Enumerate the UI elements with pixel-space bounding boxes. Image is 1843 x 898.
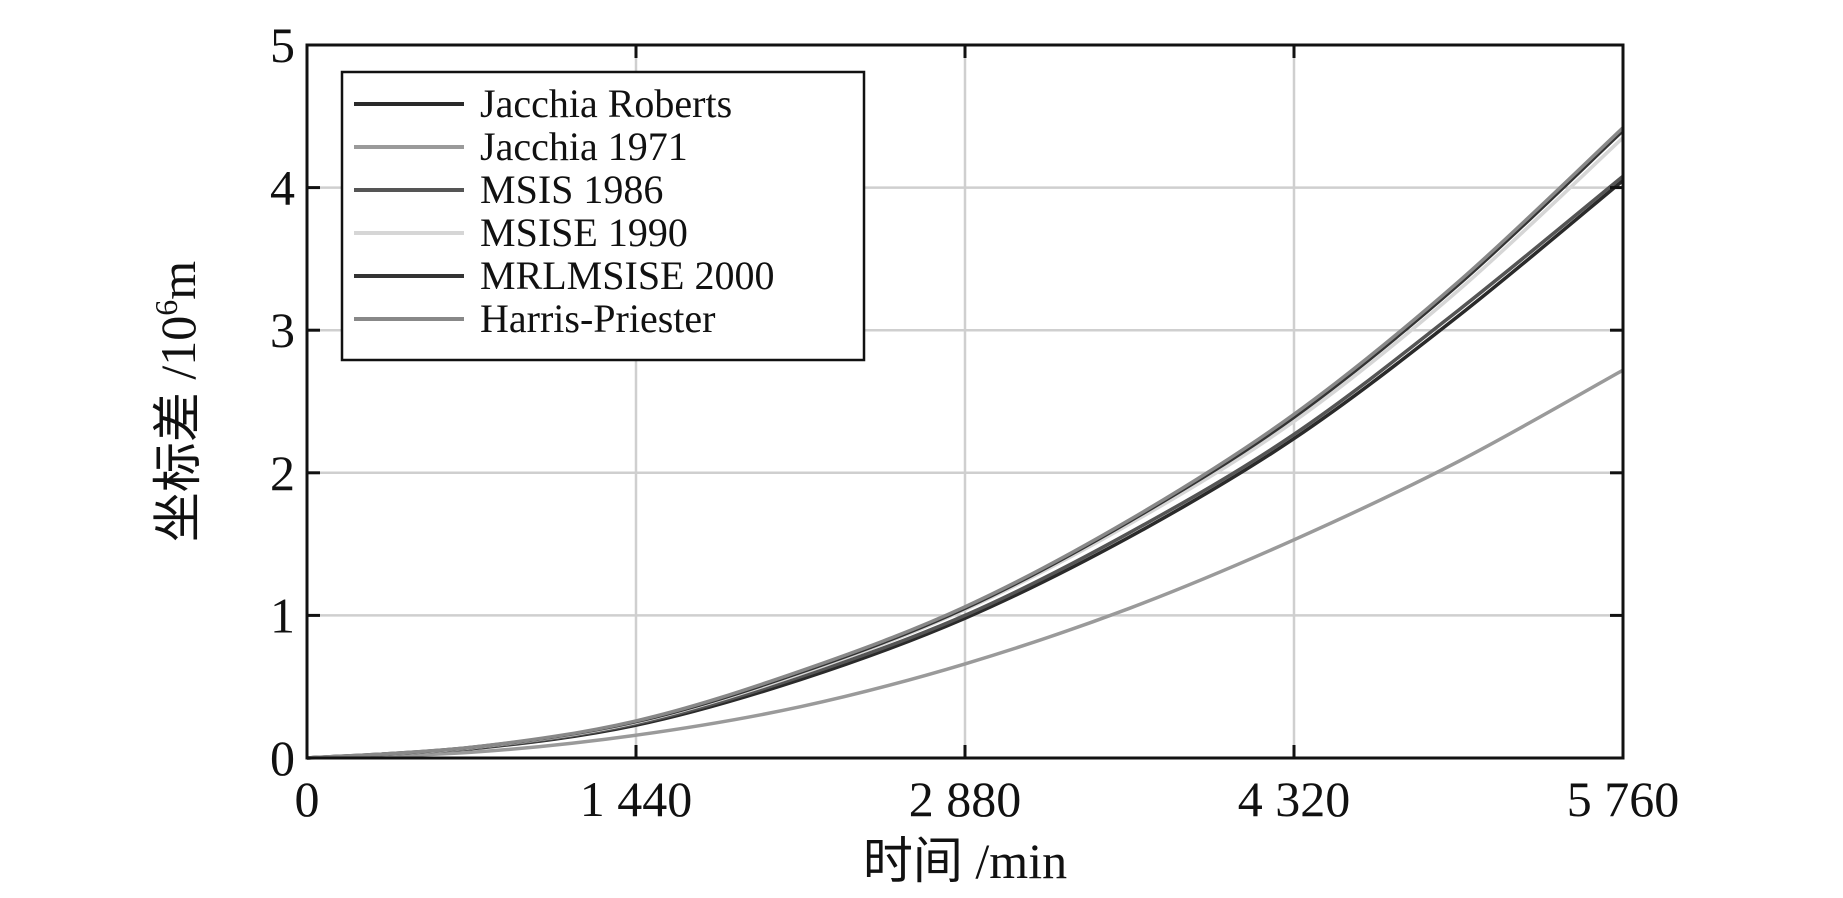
x-tick-label: 1 440 (580, 771, 693, 827)
x-tick-label: 2 880 (909, 771, 1022, 827)
x-axis-label: 时间 /min (863, 833, 1067, 889)
y-axis-label-prefix: 坐标差 /10 (150, 316, 206, 542)
y-axis-label: 坐标差 /106m (148, 261, 206, 542)
x-tick-label: 5 760 (1567, 771, 1680, 827)
y-tick-label: 2 (270, 445, 295, 501)
x-tick-label: 0 (295, 771, 320, 827)
series-line (306, 368, 1624, 760)
series-lines (306, 126, 1625, 760)
x-tick-label: 4 320 (1238, 771, 1351, 827)
legend-label: MSIS 1986 (480, 167, 663, 212)
axis-ticks: 0 1 440 2 880 4 320 5 760 0 1 2 3 4 5 (270, 17, 1679, 827)
y-tick-label: 5 (270, 17, 295, 73)
y-tick-label: 0 (270, 730, 295, 786)
legend-label: Harris-Priester (480, 296, 715, 341)
legend-label: MRLMSISE 2000 (480, 253, 775, 298)
legend-label: MSISE 1990 (480, 210, 688, 255)
series-line (306, 126, 1625, 760)
y-tick-label: 1 (270, 587, 295, 643)
legend-label: Jacchia 1971 (480, 124, 688, 169)
y-axis-label-unit: m (150, 261, 206, 300)
y-tick-label: 4 (270, 160, 295, 216)
legend-box (340, 70, 866, 362)
legend-label: Jacchia Roberts (480, 81, 732, 126)
y-tick-label: 3 (270, 302, 295, 358)
y-axis-label-exponent: 6 (148, 300, 184, 316)
